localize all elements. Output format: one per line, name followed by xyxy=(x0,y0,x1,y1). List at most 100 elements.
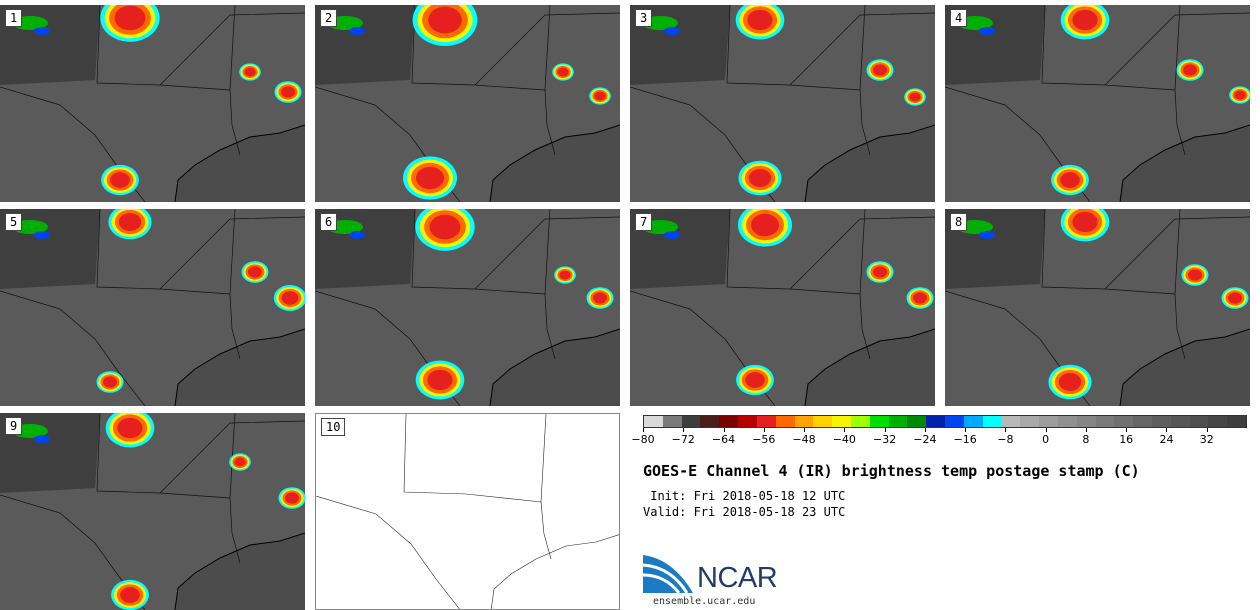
storm-cell xyxy=(118,213,142,231)
coastline xyxy=(804,328,935,406)
colorbar-tick-label: 8 xyxy=(1082,433,1090,446)
storm-cell xyxy=(873,64,887,76)
map-canvas xyxy=(0,209,305,406)
storm-cell xyxy=(1072,9,1098,31)
storm-cell xyxy=(103,376,117,388)
storm-cell xyxy=(117,417,143,439)
storm-cell xyxy=(664,231,680,239)
map-canvas xyxy=(0,413,305,610)
colorbar-tick xyxy=(1085,428,1087,432)
colorbar-tick xyxy=(1005,428,1007,432)
colorbar-segment xyxy=(1114,416,1134,427)
state-borders xyxy=(316,414,619,609)
storm-cell xyxy=(1060,172,1080,188)
storm-cell xyxy=(428,6,462,34)
colorbar-segment xyxy=(681,416,701,427)
map-canvas xyxy=(315,5,620,202)
colorbar-tick-label: 16 xyxy=(1119,433,1134,446)
colorbar-segment xyxy=(719,416,739,427)
map-canvas xyxy=(630,5,935,202)
state-borders xyxy=(315,5,620,202)
gulf-region xyxy=(175,125,305,202)
panel-label: 9 xyxy=(5,417,23,435)
colorbar-segment xyxy=(794,416,814,427)
colorbar-tick-label: 32 xyxy=(1199,433,1214,446)
colorbar-tick xyxy=(763,428,765,432)
colorbar-segment xyxy=(945,416,964,427)
colorbar-segment xyxy=(1057,416,1077,427)
map-panel: 7 xyxy=(630,209,935,406)
colorbar-segment xyxy=(1095,416,1115,427)
storm-cell xyxy=(114,5,146,31)
coastline xyxy=(804,124,935,202)
colorbar-segment xyxy=(888,416,908,427)
storm-cell xyxy=(745,372,765,388)
storm-cell xyxy=(429,214,461,240)
storm-cell xyxy=(747,9,773,31)
storm-cell xyxy=(979,27,995,35)
colorbar-segment xyxy=(1170,416,1190,427)
colorbar-tick xyxy=(683,428,685,432)
gulf-region xyxy=(1120,125,1250,202)
state-borders xyxy=(630,209,935,406)
panel-label: 7 xyxy=(635,213,653,231)
storm-cell xyxy=(559,270,571,280)
gulf-region xyxy=(490,125,620,202)
colorbar-segment xyxy=(850,416,870,427)
colorbar-tick xyxy=(1045,428,1047,432)
panel-label: 4 xyxy=(950,9,968,27)
colorbar-tick-label: −56 xyxy=(752,433,776,446)
map-panel: 6 xyxy=(315,209,620,406)
map-canvas xyxy=(945,209,1250,406)
colorbar-tick xyxy=(1206,428,1208,432)
colorbar-tick xyxy=(643,428,644,432)
map-panel-blank: 10 xyxy=(315,413,620,610)
storm-cell xyxy=(110,172,130,188)
colorbar-segment xyxy=(1227,416,1246,427)
storm-cell xyxy=(34,27,50,35)
storm-cell xyxy=(285,492,299,504)
gulf-region xyxy=(805,329,935,406)
colorbar-ticks: −80 −72 −64 −56 −48 −40 −32 −24 −16 −8 0 8 16 24 32 xyxy=(631,428,1247,448)
panel-label: 1 xyxy=(5,9,23,27)
colorbar-segment xyxy=(738,416,757,427)
valid-time: Valid: Fri 2018-05-18 23 UTC xyxy=(643,505,846,519)
colorbar-segment xyxy=(982,416,1002,427)
colorbar-tick-label: 24 xyxy=(1159,433,1174,446)
state-borders xyxy=(945,5,1250,202)
gulf-region xyxy=(490,329,620,406)
storm-cell xyxy=(557,67,569,77)
colorbar-segment xyxy=(1189,416,1209,427)
map-canvas xyxy=(316,414,619,609)
map-panel: 4 xyxy=(945,5,1250,202)
storm-cell xyxy=(120,587,140,603)
storm-cell xyxy=(349,231,365,239)
coastline xyxy=(489,328,620,406)
panel-label: 2 xyxy=(320,9,338,27)
state-borders xyxy=(945,209,1250,406)
colorbar-segment xyxy=(1208,416,1228,427)
colorbar-tick-label: −64 xyxy=(711,433,736,446)
gulf-region xyxy=(175,329,305,406)
panel-label: 6 xyxy=(320,213,338,231)
storm-cell xyxy=(1058,373,1082,391)
colorbar-segment xyxy=(775,416,795,427)
map-panel: 5 xyxy=(0,209,305,406)
colorbar-segment xyxy=(1133,416,1152,427)
colorbar-segment xyxy=(1020,416,1040,427)
storm-cell xyxy=(593,292,607,304)
map-panel: 1 xyxy=(0,5,305,202)
colorbar-segment xyxy=(700,416,720,427)
state-borders xyxy=(0,209,305,406)
storm-cell xyxy=(1228,292,1242,304)
colorbar-tick-label: −32 xyxy=(872,433,897,446)
storm-cell xyxy=(416,166,444,190)
coastline xyxy=(1119,124,1250,202)
colorbar-tick-label: −24 xyxy=(913,433,937,446)
storm-cell xyxy=(913,292,927,304)
colorbar-tick xyxy=(1126,428,1128,432)
map-canvas xyxy=(630,209,935,406)
storm-cell xyxy=(34,231,50,239)
map-panel: 3 xyxy=(630,5,935,202)
panel-label: 5 xyxy=(5,213,23,231)
